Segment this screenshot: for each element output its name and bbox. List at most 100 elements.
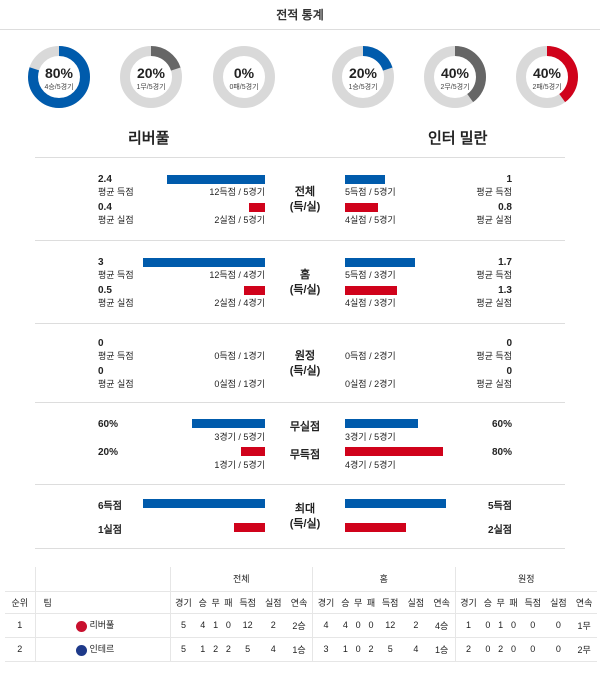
left-detail: 0득점 / 1경기 — [214, 351, 265, 361]
col-total-5: 실점 — [260, 591, 287, 614]
stat-cell: 2무 — [571, 637, 597, 662]
right-bar — [345, 523, 406, 532]
team-name: 인테르 — [89, 644, 115, 655]
left-detail: 0실점 / 1경기 — [214, 379, 265, 389]
col-team: 팀 — [34, 591, 170, 614]
rank-cell: 2 — [5, 637, 35, 662]
section-divider — [35, 548, 565, 549]
donut-caption: 2패/5경기 — [532, 84, 562, 91]
stat-cell: 2 — [494, 637, 508, 662]
group-header-away: 원정 — [454, 567, 597, 592]
right-label: 평균 득점 — [476, 351, 512, 361]
right-detail: 0실점 / 2경기 — [345, 379, 396, 389]
stat-cell: 2 — [260, 613, 287, 638]
right-value: 80% — [491, 447, 512, 458]
col-home-2: 무 — [351, 591, 365, 614]
right-value: 0.8 — [498, 202, 512, 213]
col-total-1: 승 — [196, 591, 210, 614]
donut-caption: 4승/5경기 — [44, 84, 74, 91]
team-cell[interactable]: 리버풀 — [34, 613, 170, 638]
right-detail: 5득점 / 5경기 — [345, 187, 396, 197]
col-total-3: 패 — [222, 591, 235, 614]
right-label: 평균 실점 — [476, 379, 512, 389]
left-bar — [241, 447, 265, 456]
standings-table: 전체 홈 원정 순위 팀 경기 승 무 패 득점 실점 연속 경기 승 무 패 득점 실점 연속 경기 승 무 패… — [5, 567, 597, 662]
right-detail: 3경기 / 5경기 — [345, 432, 396, 442]
col-away-2: 무 — [494, 591, 508, 614]
col-away-4: 득점 — [519, 591, 546, 614]
stat-cell: 0 — [481, 613, 495, 638]
left-value: 60% — [98, 419, 119, 430]
table-row[interactable]: 2 인테르 5 1 2 2 5 4 1승 3 1 0 2 5 4 1승 2 0 2 0 0 0 2무 — [5, 637, 597, 662]
col-home-6: 연속 — [428, 591, 456, 614]
section-divider — [35, 484, 565, 485]
stat-cell: 1승 — [286, 637, 313, 662]
left-max-value: 1실점 — [98, 525, 122, 536]
right-detail: 4실점 / 3경기 — [345, 298, 396, 308]
col-home-5: 실점 — [403, 591, 429, 614]
right-value: 1 — [506, 174, 512, 185]
donut-chart: 20% 1무/5경기 — [119, 45, 183, 109]
stat-cell: 1승 — [428, 637, 456, 662]
donut-percent: 40% — [440, 65, 470, 81]
left-bar — [244, 286, 265, 295]
right-value: 1.7 — [498, 257, 512, 268]
section-label: 홈 (득/실) — [289, 269, 321, 296]
stat-cell: 0 — [481, 637, 495, 662]
right-team-name: 인터 밀란 — [428, 130, 488, 147]
col-home-1: 승 — [338, 591, 352, 614]
stat-cell: 4 — [403, 637, 429, 662]
col-rank: 순위 — [5, 591, 35, 614]
stat-cell: 1 — [338, 637, 352, 662]
stat-cell: 2승 — [286, 613, 313, 638]
right-value: 0 — [506, 338, 512, 349]
right-label: 평균 득점 — [476, 187, 512, 197]
stat-cell: 12 — [234, 613, 261, 638]
donut-percent: 20% — [348, 65, 378, 81]
left-value: 0 — [98, 338, 104, 349]
donut-caption: 1무/5경기 — [136, 84, 166, 91]
donut-chart: 80% 4승/5경기 — [27, 45, 91, 109]
donut-arc — [424, 46, 486, 108]
col-away-3: 패 — [507, 591, 520, 614]
donut-percent: 20% — [136, 65, 166, 81]
left-bar — [143, 499, 265, 508]
right-detail: 4실점 / 5경기 — [345, 215, 396, 225]
donut-caption: 1승/5경기 — [348, 84, 378, 91]
left-bar — [192, 419, 265, 428]
right-bar — [345, 447, 443, 456]
stat-cell: 5 — [234, 637, 261, 662]
left-label: 평균 실점 — [98, 379, 134, 389]
stat-cell: 12 — [377, 613, 404, 638]
stat-cell: 0 — [364, 613, 378, 638]
stat-cell: 2 — [403, 613, 429, 638]
col-away-6: 연속 — [571, 591, 597, 614]
team-name: 리버풀 — [89, 620, 115, 631]
table-row[interactable]: 1 리버풀 5 4 1 0 12 2 2승 4 4 0 0 12 2 4승 1 0 1 0 0 0 1무 — [5, 613, 597, 638]
left-detail: 2실점 / 5경기 — [214, 215, 265, 225]
stat-cell: 5 — [169, 613, 197, 638]
col-total-2: 무 — [209, 591, 223, 614]
left-detail: 12득점 / 5경기 — [209, 187, 265, 197]
stat-cell: 2 — [454, 637, 482, 662]
right-bar — [345, 419, 418, 428]
stat-cell: 4 — [260, 637, 287, 662]
donut-chart: 20% 1승/5경기 — [331, 45, 395, 109]
right-max-value: 5득점 — [488, 501, 512, 512]
section-divider — [35, 240, 565, 241]
stat-cell: 0 — [519, 613, 546, 638]
left-value: 0.5 — [98, 285, 112, 296]
donut-percent: 40% — [532, 65, 562, 81]
col-home-4: 득점 — [377, 591, 404, 614]
group-header-total: 전체 — [169, 567, 313, 592]
stat-cell: 1 — [494, 613, 508, 638]
stat-cell: 4 — [196, 613, 210, 638]
left-value: 2.4 — [98, 174, 112, 185]
stat-cell: 2 — [222, 637, 235, 662]
left-label: 평균 득점 — [98, 351, 134, 361]
stat-cell: 2 — [364, 637, 378, 662]
stat-cell: 0 — [519, 637, 546, 662]
left-bar — [249, 203, 265, 212]
team-cell[interactable]: 인테르 — [34, 637, 170, 662]
col-total-4: 득점 — [234, 591, 261, 614]
